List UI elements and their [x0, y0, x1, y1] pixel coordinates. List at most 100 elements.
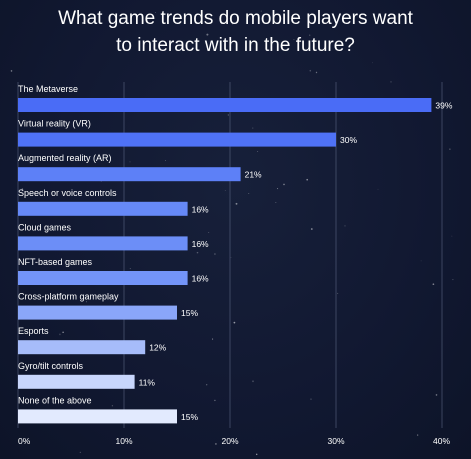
bar	[18, 132, 336, 147]
star-dot	[59, 333, 61, 336]
star-dot	[260, 10, 262, 12]
star-dot	[293, 39, 295, 41]
star-dot	[21, 188, 24, 190]
star-dot	[344, 225, 346, 227]
star-dot	[206, 384, 208, 386]
bars: The Metaverse 39% Virtual reality (VR) 30% A…	[18, 84, 453, 424]
star-dot	[452, 279, 454, 281]
star-dot	[155, 12, 157, 13]
star-dot	[252, 127, 254, 129]
star-dot	[214, 442, 217, 445]
star-dot	[125, 438, 126, 440]
star-dot	[230, 257, 232, 258]
category-label: Virtual reality (VR)	[18, 119, 91, 129]
star-dot	[309, 34, 311, 36]
star-dot	[214, 399, 216, 402]
category-label: Cloud games	[18, 222, 72, 232]
category-label: Cross-platform gameplay	[18, 292, 119, 302]
star-dot	[417, 434, 419, 436]
star-dot	[306, 178, 309, 181]
star-dot	[10, 70, 13, 72]
x-tick-label: 30%	[327, 436, 344, 446]
star-dot	[165, 160, 166, 162]
category-label: Speech or voice controls	[18, 188, 117, 198]
star-dot	[310, 228, 313, 230]
bar	[18, 167, 241, 182]
star-dot	[315, 71, 318, 74]
value-label: 15%	[181, 308, 198, 318]
star-dot	[233, 321, 236, 324]
x-tick-label: 20%	[221, 436, 238, 446]
star-dot	[257, 151, 259, 153]
star-dot	[86, 301, 88, 303]
star-dot	[224, 189, 226, 191]
x-axis-ticks: 0% 10% 20% 30% 40%	[18, 436, 450, 446]
star-dot	[35, 404, 37, 405]
star-dot	[79, 451, 81, 454]
star-dot	[255, 453, 258, 456]
star-dot	[248, 193, 250, 194]
value-label: 21%	[245, 170, 262, 180]
value-label: 11%	[139, 377, 156, 387]
chart-title-line-2: to interact with in the future?	[116, 35, 355, 56]
category-label: None of the above	[18, 395, 92, 405]
category-label: The Metaverse	[18, 84, 78, 94]
category-label: Esports	[18, 326, 49, 336]
bar	[18, 374, 135, 389]
star-dot	[111, 405, 114, 407]
bar	[18, 98, 432, 112]
bar	[18, 409, 177, 424]
value-label: 15%	[181, 412, 198, 422]
star-dot	[435, 394, 438, 396]
star-dot	[235, 202, 238, 205]
star-dot	[252, 380, 254, 383]
x-tick-label: 40%	[433, 436, 450, 446]
star-dot	[277, 188, 279, 190]
chart-title: What game trends do mobile players want …	[58, 8, 414, 56]
x-tick-label: 10%	[115, 436, 132, 446]
value-label: 39%	[435, 101, 452, 111]
bar	[18, 305, 177, 320]
star-dot	[377, 188, 379, 190]
star-dot	[206, 33, 209, 36]
star-dot	[232, 23, 234, 25]
category-label: Augmented reality (AR)	[18, 153, 112, 163]
star-dot	[390, 81, 392, 83]
value-label: 16%	[192, 204, 209, 214]
star-dot	[451, 235, 453, 237]
star-dot	[309, 69, 312, 72]
star-dot	[79, 16, 80, 18]
value-label: 16%	[192, 274, 209, 284]
star-dot	[283, 183, 285, 186]
x-tick-label: 0%	[18, 436, 31, 446]
star-dot	[212, 338, 214, 340]
star-dot	[57, 363, 60, 366]
bar	[18, 236, 188, 251]
star-dot	[420, 260, 422, 262]
star-dot	[82, 22, 84, 24]
bar	[18, 271, 188, 285]
category-label: NFT-based games	[18, 257, 93, 267]
value-label: 30%	[340, 135, 357, 145]
star-dot	[310, 398, 312, 400]
star-dot	[432, 283, 435, 286]
star-dot	[275, 202, 277, 203]
value-label: 12%	[149, 343, 166, 353]
star-dot	[337, 292, 339, 294]
star-dot	[227, 114, 229, 116]
star-dot	[208, 232, 210, 233]
star-dot	[129, 268, 131, 270]
star-dot	[213, 253, 216, 255]
chart-title-line-1: What game trends do mobile players want	[58, 8, 414, 29]
bar	[18, 340, 146, 355]
star-dot	[62, 331, 64, 334]
bar	[18, 201, 188, 216]
star-dot	[129, 161, 131, 163]
star-dot	[29, 162, 31, 164]
star-dot	[371, 62, 373, 64]
category-label: Gyro/tilt controls	[18, 361, 84, 371]
star-dot	[449, 148, 451, 150]
value-label: 16%	[192, 239, 209, 249]
